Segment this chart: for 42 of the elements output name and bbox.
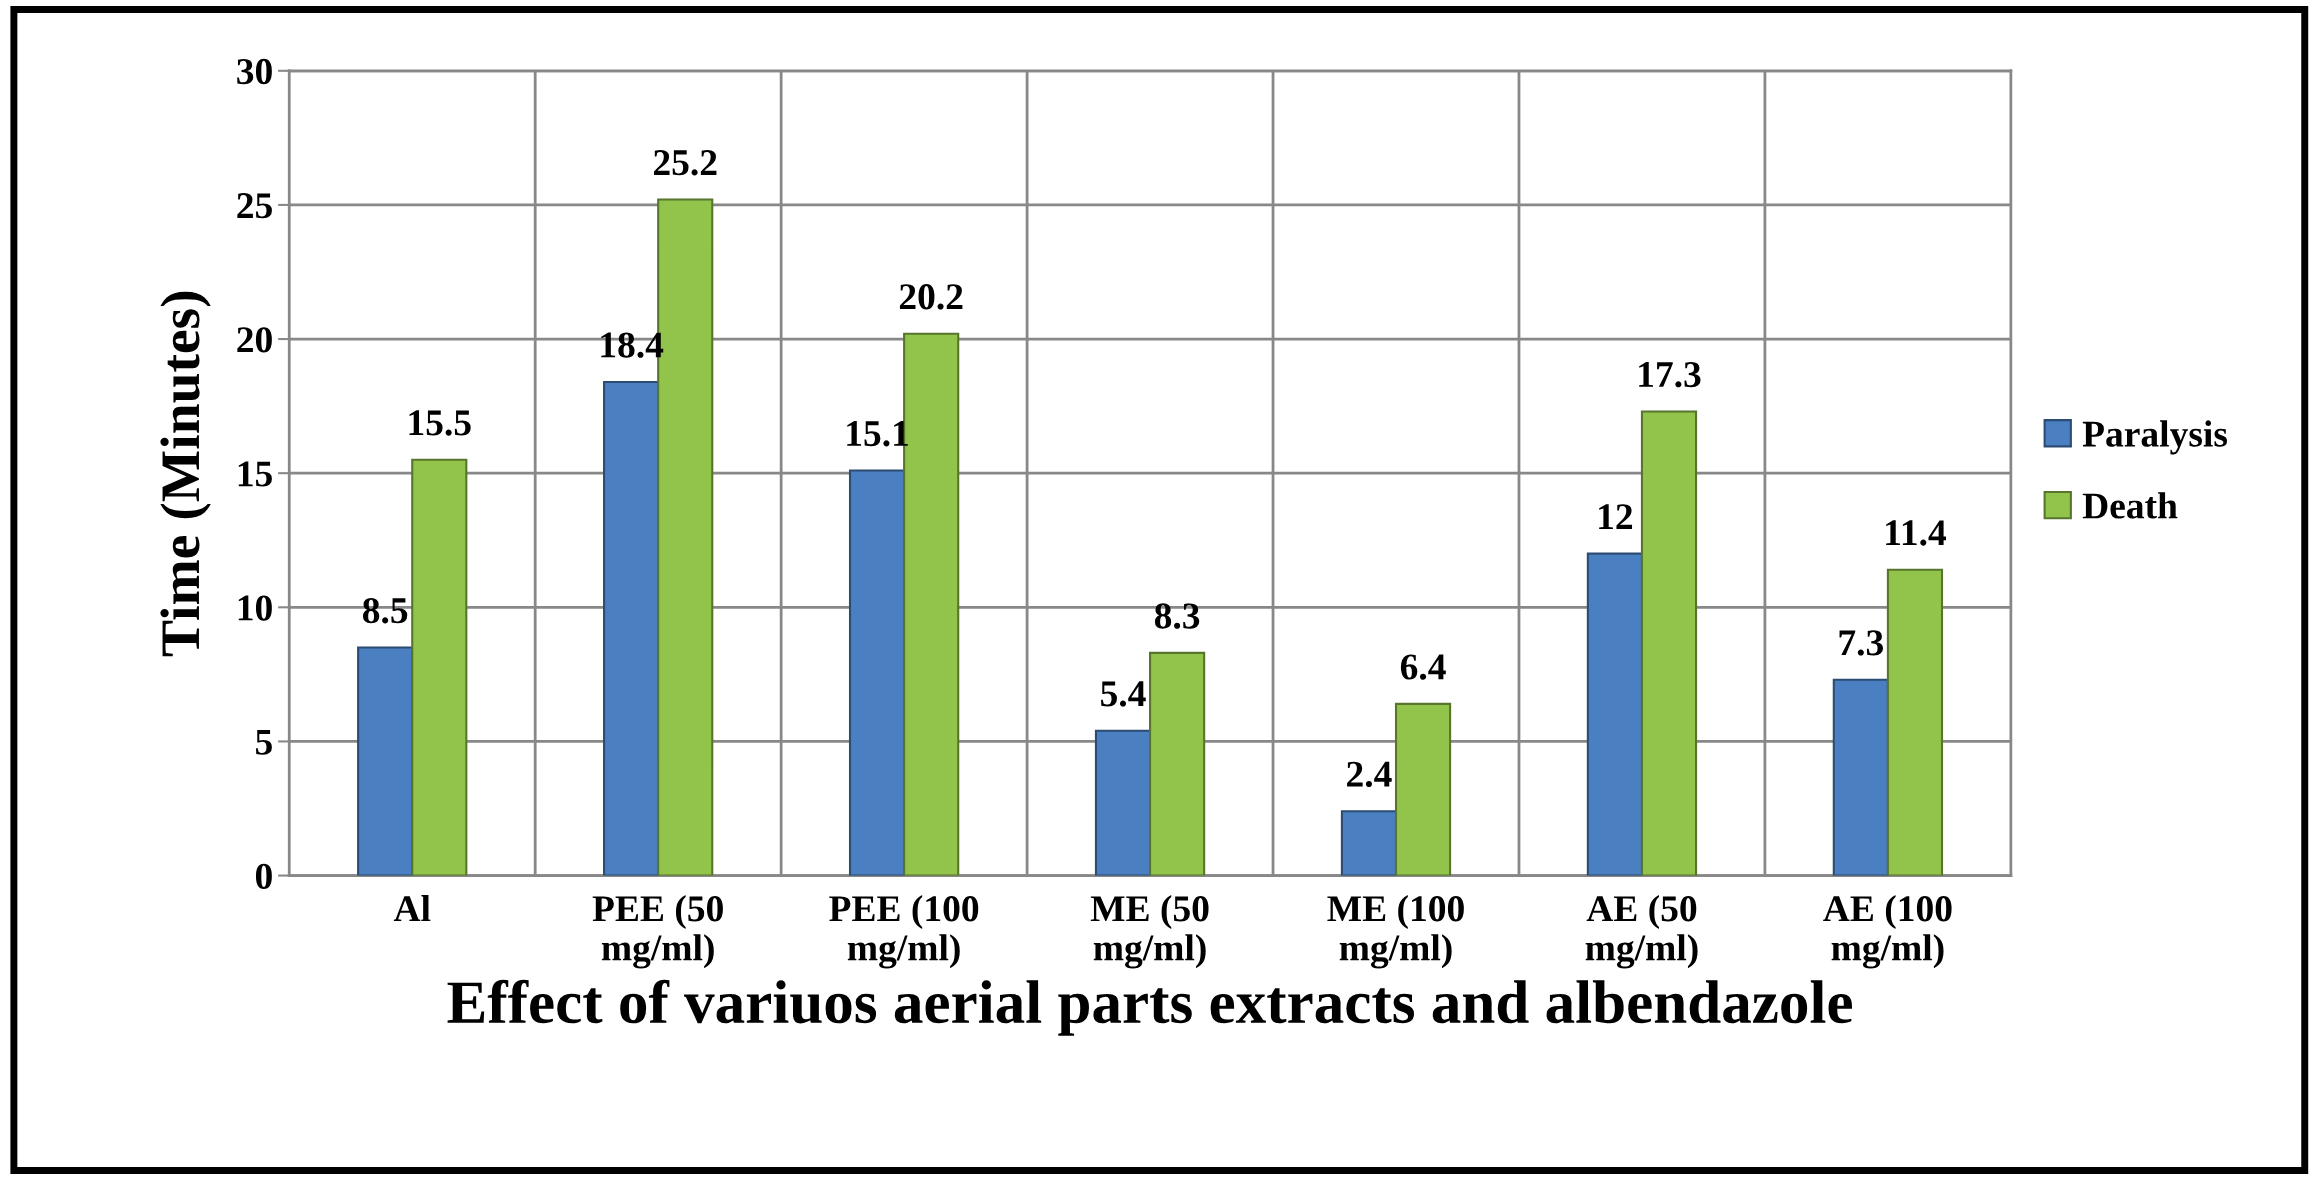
legend-label: Paralysis: [2082, 420, 2228, 455]
bar: [357, 646, 414, 876]
x-tick-label: PEE (100 mg/ml): [829, 895, 979, 969]
x-tick-label: PEE (50 mg/ml): [592, 895, 723, 969]
bar: [1886, 568, 1944, 876]
bar: [1094, 729, 1152, 876]
legend-label: Death: [2082, 492, 2178, 519]
y-tick-label: 10: [238, 595, 272, 621]
x-tick-label: ME (100 mg/ml): [1327, 895, 1464, 969]
bar: [1586, 552, 1643, 876]
bar: [603, 380, 660, 876]
data-label: 11.4: [1886, 520, 1947, 546]
y-tick-label: 25: [237, 193, 272, 219]
x-tick-label: AE (100 mg/ml): [1823, 895, 1952, 969]
bar: [1394, 702, 1452, 876]
bar: [848, 469, 906, 876]
data-label: 12: [1599, 504, 1633, 529]
x-tick-label: ME (50 mg/ml): [1090, 895, 1209, 969]
bar: [1832, 678, 1889, 876]
data-label: 25.2: [653, 150, 717, 176]
bar: [1640, 410, 1698, 876]
y-axis-title: Time (Minutes): [160, 291, 211, 657]
bar: [1340, 810, 1398, 876]
x-axis-title: Effect of variuos aerial parts extracts and albendazole: [447, 979, 1852, 1036]
data-label: 2.4: [1347, 761, 1392, 788]
y-tick-label: 0: [255, 863, 272, 889]
data-label: 15.5: [409, 410, 471, 436]
x-tick-label: Al: [393, 895, 431, 922]
data-label: 17.3: [1639, 362, 1701, 388]
data-label: 6.4: [1400, 654, 1446, 680]
data-label: 5.4: [1101, 681, 1146, 707]
data-label: 7.3: [1839, 630, 1883, 656]
data-label: 8.5: [362, 597, 408, 624]
bar: [411, 458, 468, 876]
x-tick-label: AE (50 mg/ml): [1585, 895, 1698, 969]
data-label: 20.2: [899, 284, 963, 310]
y-tick-label: 30: [237, 58, 272, 85]
y-tick-label: 20: [237, 327, 272, 353]
bar: [1149, 651, 1206, 876]
y-tick-label: 15: [238, 461, 272, 487]
data-label: 8.3: [1154, 603, 1200, 629]
y-tick-label: 5: [256, 729, 272, 755]
